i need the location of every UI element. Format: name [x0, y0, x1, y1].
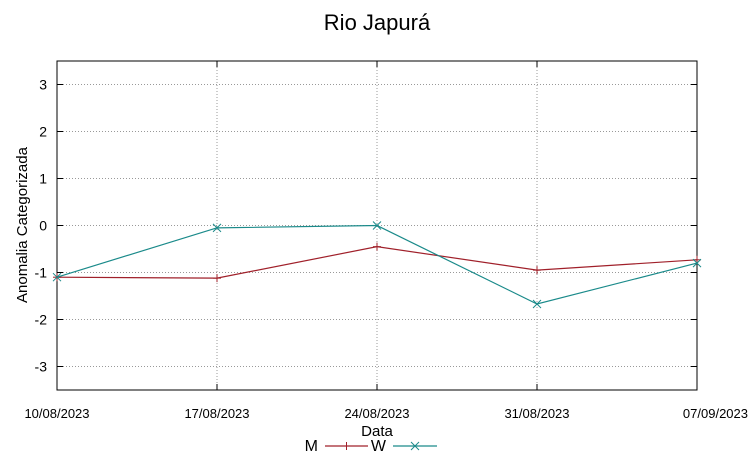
legend-label-W: W	[371, 438, 387, 455]
data-point-M	[373, 243, 381, 251]
line-chart: Rio Japurá -3 -2 -1 0 1 2 3 10/08/2023 17/08/20…	[0, 0, 752, 459]
x-tick-label: 17/08/2023	[184, 406, 249, 421]
data-point-M	[213, 274, 221, 282]
y-tick-label: 1	[39, 171, 47, 187]
y-tick-label: -3	[35, 359, 48, 375]
y-tick-label: 3	[39, 77, 47, 93]
y-tick-label: 2	[39, 124, 47, 140]
legend-marker-M	[343, 442, 351, 450]
y-tick-label: 0	[39, 218, 47, 234]
y-tick-label: -1	[35, 265, 48, 281]
y-tick-label: -2	[35, 312, 48, 328]
legend-label-M: M	[305, 438, 318, 455]
x-tick-label: 07/09/2023	[683, 406, 748, 421]
y-axis-label: Anomalia Categorizada	[14, 146, 31, 303]
x-tick-label: 24/08/2023	[344, 406, 409, 421]
chart-title: Rio Japurá	[324, 10, 431, 35]
x-tick-label: 31/08/2023	[504, 406, 569, 421]
x-tick-label: 10/08/2023	[24, 406, 89, 421]
